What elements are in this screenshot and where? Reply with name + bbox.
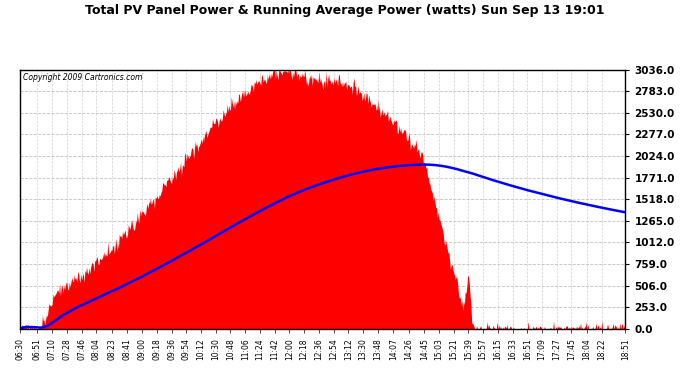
Text: Total PV Panel Power & Running Average Power (watts) Sun Sep 13 19:01: Total PV Panel Power & Running Average P… <box>86 4 604 17</box>
Text: Copyright 2009 Cartronics.com: Copyright 2009 Cartronics.com <box>23 74 142 82</box>
